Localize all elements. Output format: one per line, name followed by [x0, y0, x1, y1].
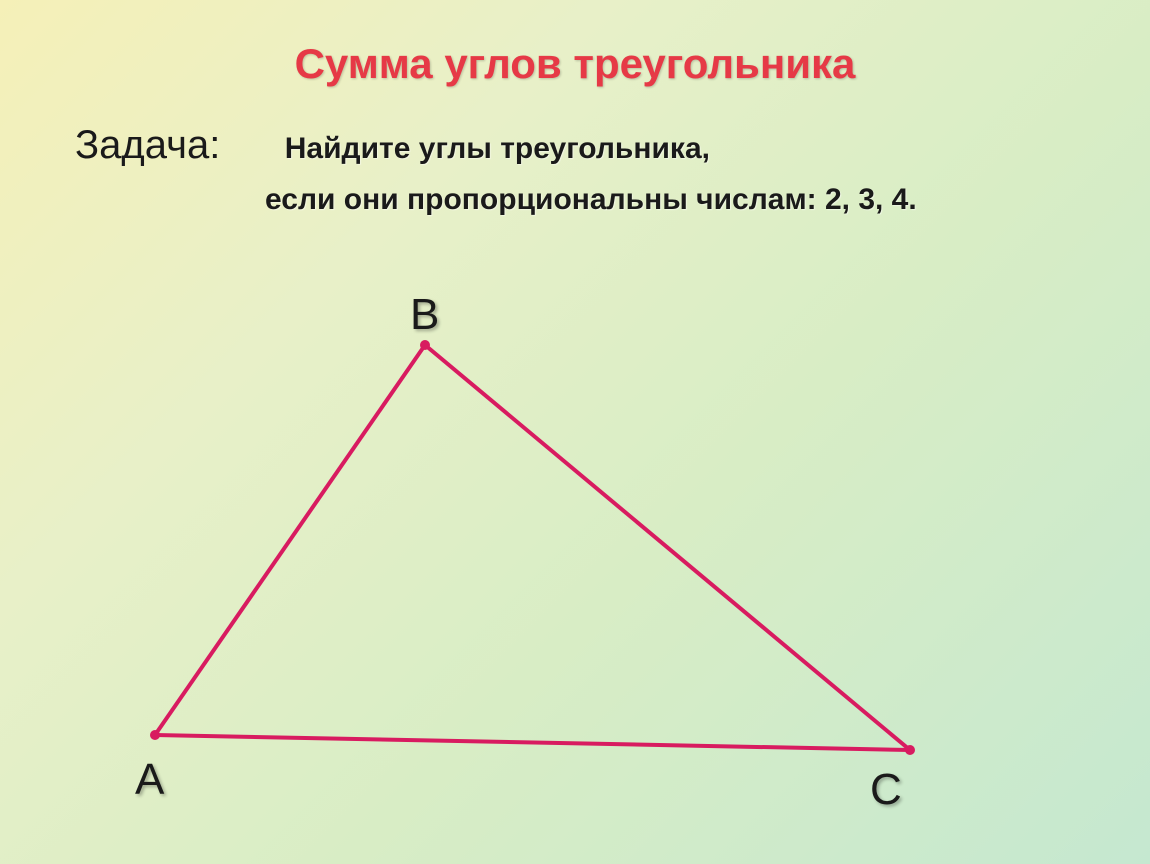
slide-title: Сумма углов треугольника: [0, 0, 1150, 88]
edge-bc: [425, 345, 910, 750]
vertex-a-marker: [150, 730, 160, 740]
edge-ab: [155, 345, 425, 735]
vertex-label-a: A: [135, 755, 164, 805]
vertex-b-marker: [420, 340, 430, 350]
vertex-label-b: B: [410, 290, 439, 340]
problem-line-1: Задача: Найдите углы треугольника,: [75, 123, 1150, 168]
triangle-diagram: A B C: [100, 280, 1000, 800]
problem-text-1: Найдите углы треугольника,: [285, 132, 710, 165]
vertex-label-c: C: [870, 765, 902, 815]
problem-text-2: если они пропорциональны числам: 2, 3, 4…: [265, 183, 1150, 217]
vertex-c-marker: [905, 745, 915, 755]
problem-label: Задача:: [75, 123, 220, 167]
edge-ca: [155, 735, 910, 750]
triangle-svg: [100, 280, 1000, 840]
